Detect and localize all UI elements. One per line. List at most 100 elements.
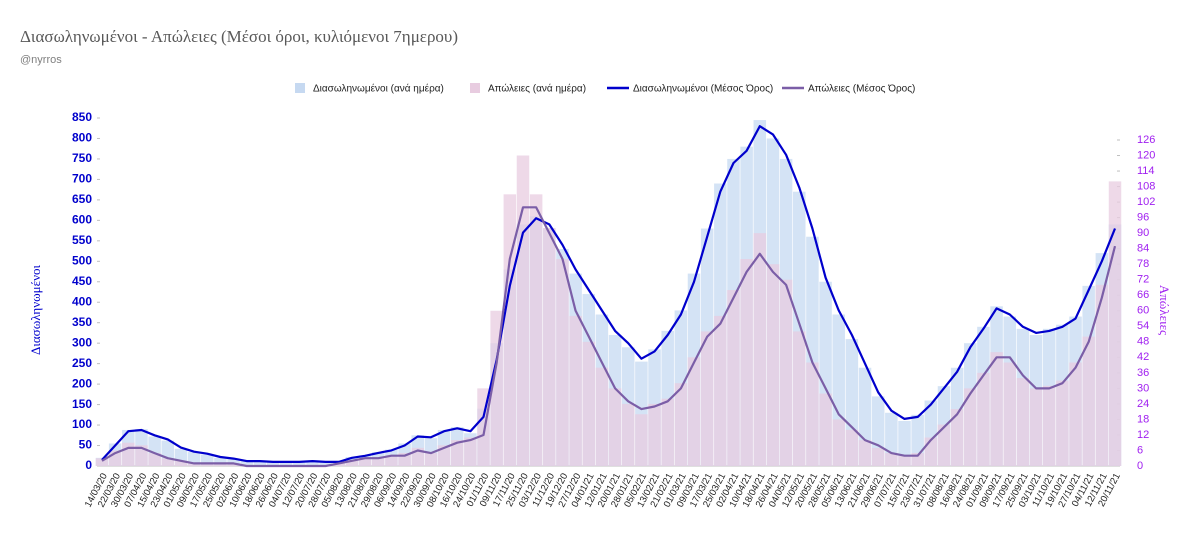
y2-tick-label: 18 (1137, 413, 1149, 425)
y-tick-label: 750 (72, 151, 92, 165)
bar (806, 362, 819, 466)
bar (687, 357, 701, 466)
bar (279, 461, 293, 466)
bar (135, 445, 148, 466)
bar (253, 461, 267, 466)
y2-tick-label: 90 (1137, 227, 1149, 239)
bar (661, 398, 674, 466)
chart-title: Διασωληνωμένοι - Απώλειες (Μέσοι όροι, κ… (20, 27, 458, 46)
y-tick-label: 650 (72, 192, 92, 206)
y2-tick-label: 0 (1137, 460, 1143, 472)
bar (424, 453, 438, 466)
bar (529, 194, 543, 466)
y-tick-label: 150 (72, 397, 92, 411)
y2-tick-label: 120 (1137, 149, 1155, 161)
bar (214, 463, 227, 466)
y-tick-label: 250 (72, 356, 92, 370)
y2-tick-label: 30 (1137, 382, 1149, 394)
y-tick-label: 500 (72, 253, 92, 267)
y-tick-label: 800 (72, 131, 92, 145)
bar (332, 463, 346, 466)
y2-tick-label: 36 (1137, 367, 1149, 379)
legend-swatch (295, 83, 305, 93)
bar (648, 403, 661, 466)
y-tick-label: 600 (72, 213, 92, 227)
bar (990, 352, 1003, 466)
bar (372, 458, 385, 466)
bar (700, 331, 714, 466)
bar (319, 462, 332, 466)
y2-tick-label: 72 (1137, 274, 1149, 286)
bar (1095, 284, 1109, 466)
bar (858, 440, 872, 466)
bar (95, 458, 109, 466)
y2-tick-label: 108 (1137, 180, 1155, 192)
y2-tick-label: 48 (1137, 336, 1149, 348)
bar (964, 388, 977, 466)
y-tick-label: 400 (72, 294, 92, 308)
bar (569, 315, 582, 466)
bar (924, 437, 938, 466)
bar (293, 462, 306, 466)
y-tick-label: 700 (72, 172, 92, 186)
legend-label: Απώλειες (Μέσος Όρος) (808, 83, 915, 95)
bar (148, 453, 161, 466)
bar (950, 409, 964, 466)
bar (1082, 336, 1095, 466)
bar (556, 259, 569, 466)
y2-tick-label: 114 (1137, 165, 1155, 177)
y-tick-label: 350 (72, 315, 92, 329)
bar (490, 310, 503, 466)
y2-tick-label: 78 (1137, 258, 1149, 270)
bar (450, 440, 464, 466)
bar (227, 463, 240, 466)
y-tick-label: 300 (72, 335, 92, 349)
y2-tick-label: 102 (1137, 196, 1155, 208)
bar (345, 460, 359, 466)
y2-tick-label: 42 (1137, 351, 1149, 363)
bar (793, 331, 806, 466)
y-tick-label: 100 (72, 417, 92, 431)
y-axis-label: Διασωληνωμένοι (28, 265, 43, 355)
bar (543, 227, 556, 466)
bar (937, 424, 951, 466)
y2-tick-label: 60 (1137, 305, 1149, 317)
line (101, 206, 1117, 468)
y-tick-label: 50 (79, 438, 93, 452)
bar (122, 442, 135, 466)
bar (766, 264, 780, 466)
bar (608, 388, 622, 466)
y2-tick-label: 12 (1137, 429, 1149, 441)
bar (582, 341, 596, 466)
line (101, 125, 1117, 463)
bar (779, 279, 793, 466)
y2-tick-label: 96 (1137, 212, 1149, 224)
bar (1003, 362, 1017, 466)
bar (595, 367, 609, 466)
bar (1029, 388, 1043, 466)
legend-label: Διασωληνωμένοι (Μέσος Όρος) (633, 83, 773, 95)
bar (200, 454, 214, 466)
bar (714, 315, 727, 466)
bar (740, 259, 753, 466)
legend-swatch (470, 83, 480, 93)
bar (358, 458, 372, 466)
bar (898, 455, 911, 466)
bar (174, 460, 188, 466)
y2-axis-label: Απώλειες (1157, 285, 1172, 336)
y-tick-label: 550 (72, 233, 92, 247)
bar (845, 429, 859, 466)
bar (1069, 362, 1082, 466)
y2-tick-label: 84 (1137, 243, 1149, 255)
chart-subtitle: @nyrros (20, 54, 62, 66)
bar (240, 461, 253, 466)
bar (1056, 380, 1069, 466)
legend-label: Απώλειες (ανά ημέρα) (488, 83, 586, 95)
bar (214, 457, 227, 466)
y-tick-label: 850 (72, 110, 92, 124)
bar (977, 372, 990, 466)
bar (437, 445, 451, 466)
y2-tick-label: 54 (1137, 320, 1149, 332)
y-tick-label: 450 (72, 274, 92, 288)
